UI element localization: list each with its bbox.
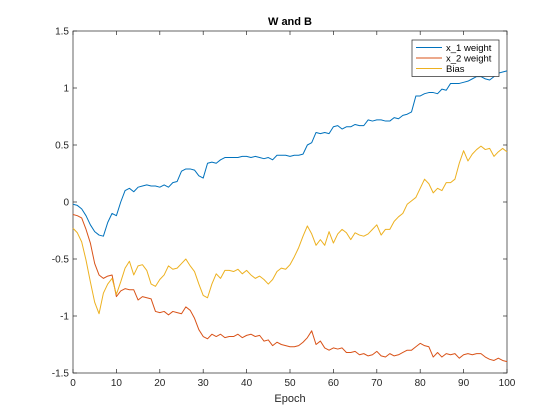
x-tick-label: 20	[154, 378, 166, 389]
x-tick-label: 50	[284, 378, 296, 389]
x-tick-label: 30	[198, 378, 210, 389]
x-tick-label: 80	[415, 378, 427, 389]
y-tick-label: -1.5	[52, 369, 70, 380]
legend-entry-label: x_2 weight	[446, 53, 492, 64]
y-tick-label: -0.5	[52, 255, 70, 266]
x-tick-label: 70	[371, 378, 383, 389]
x-tick-label: 100	[499, 378, 516, 389]
y-tick-label: 1	[63, 84, 69, 95]
x-tick-label: 40	[241, 378, 253, 389]
x-axis-label: Epoch	[274, 393, 305, 405]
legend-entry-label: x_1 weight	[446, 43, 492, 54]
x-tick-label: 0	[70, 378, 76, 389]
y-tick-label: -1	[60, 312, 69, 323]
y-tick-label: 1.5	[55, 27, 69, 38]
y-tick-label: 0	[63, 198, 69, 209]
plot-area	[73, 31, 507, 373]
y-tick-label: 0.5	[55, 141, 69, 152]
x-tick-label: 60	[328, 378, 340, 389]
chart-title: W and B	[268, 16, 312, 28]
x-tick-label: 10	[111, 378, 123, 389]
legend-entry-label: Bias	[446, 64, 465, 75]
x-tick-label: 90	[458, 378, 470, 389]
